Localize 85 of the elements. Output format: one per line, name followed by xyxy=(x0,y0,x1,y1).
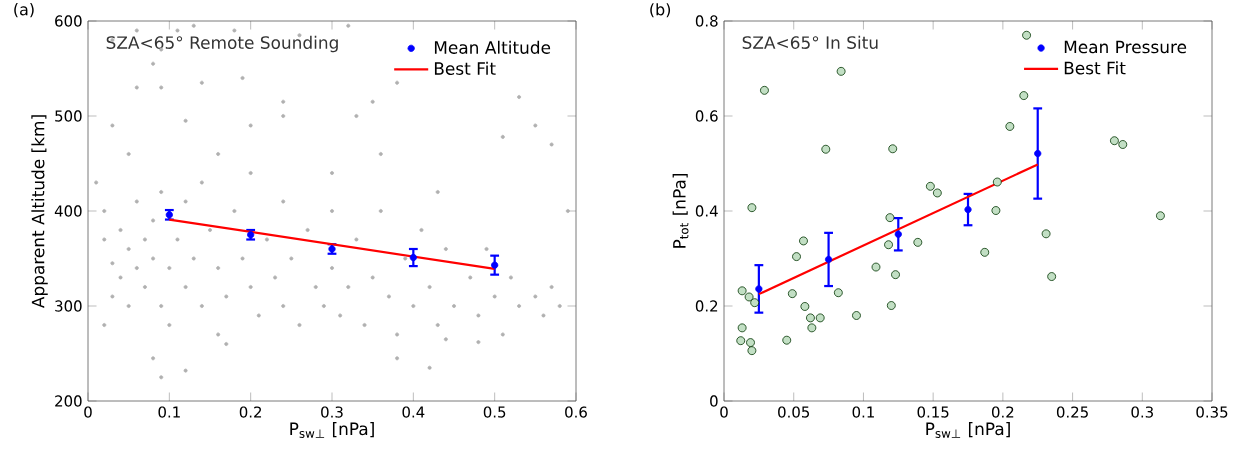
legend-label: Best Fit xyxy=(434,61,496,75)
point xyxy=(1034,149,1042,158)
point xyxy=(491,261,499,269)
point xyxy=(833,288,843,298)
x-tick-label: 0.1 xyxy=(158,406,180,418)
point xyxy=(913,237,923,247)
point xyxy=(824,255,833,264)
x-tick-label: 0.35 xyxy=(1196,406,1228,418)
point xyxy=(1005,122,1015,131)
point xyxy=(737,323,747,333)
point xyxy=(852,311,861,320)
point xyxy=(747,346,757,356)
y-tick-label: 0.2 xyxy=(695,300,718,312)
point xyxy=(736,336,746,346)
x-tick-label: 0.25 xyxy=(1056,406,1088,418)
chart-title: (b) xyxy=(650,3,671,18)
point xyxy=(925,181,935,191)
point xyxy=(1019,91,1029,100)
point xyxy=(991,206,1001,215)
point xyxy=(932,188,942,198)
point xyxy=(992,177,1002,187)
point xyxy=(964,205,972,214)
point xyxy=(800,302,810,311)
x-tick-label: 0.15 xyxy=(917,406,949,418)
point xyxy=(782,335,792,345)
point xyxy=(894,230,902,238)
x-tick-label: 0.05 xyxy=(778,406,810,418)
point xyxy=(760,85,769,95)
point xyxy=(806,313,815,323)
point xyxy=(747,203,757,213)
y-tick-label: 400 xyxy=(54,205,82,217)
point xyxy=(980,247,990,257)
y-tick-label: 500 xyxy=(55,110,82,122)
point xyxy=(1118,140,1128,149)
point xyxy=(409,253,417,262)
point xyxy=(799,236,808,246)
x-tick-label: 0.3 xyxy=(321,406,343,418)
annotation: SZA<65° Remote Sounding xyxy=(106,35,338,53)
point xyxy=(807,323,817,333)
point xyxy=(1156,211,1165,221)
point xyxy=(750,298,760,308)
point xyxy=(1047,272,1057,281)
point xyxy=(1110,136,1119,146)
y-tick-label: 0.6 xyxy=(695,110,718,122)
point xyxy=(815,313,825,323)
legend-label: Mean Altitude xyxy=(434,40,551,54)
point xyxy=(746,338,755,347)
point xyxy=(792,252,801,261)
point xyxy=(1022,30,1031,40)
y-tick-label: 200 xyxy=(55,395,82,407)
point xyxy=(821,144,831,154)
point xyxy=(737,286,747,296)
x-tick-label: 0 xyxy=(720,406,728,418)
point xyxy=(891,270,900,280)
y-tick-label: 0.8 xyxy=(695,15,718,27)
x-tick-label: 0.6 xyxy=(565,406,587,418)
y-tick-label: 0 xyxy=(710,395,718,407)
point xyxy=(884,240,893,250)
point xyxy=(787,289,797,299)
x-tick-label: 0.1 xyxy=(852,406,874,418)
point xyxy=(755,285,763,293)
point xyxy=(744,292,754,302)
x-tick-label: 0.4 xyxy=(402,406,425,418)
point xyxy=(1041,229,1051,239)
x-tick-label: 0.5 xyxy=(483,406,506,418)
x-tick-label: 0.2 xyxy=(239,406,262,418)
annotation: SZA<65° In Situ xyxy=(742,35,878,49)
y-axis-title: P$_{tot}$ [nPa] xyxy=(672,173,689,248)
legend-label: Mean Pressure xyxy=(1064,40,1187,54)
x-tick-label: 0 xyxy=(84,406,92,418)
y-tick-label: 300 xyxy=(55,300,82,312)
legend-label: Best Fit xyxy=(1064,61,1126,75)
point xyxy=(836,66,846,76)
point xyxy=(871,262,881,272)
x-axis-title: P$_{sw⊥}$ [nPa] xyxy=(926,422,1010,438)
chart-title: (a) xyxy=(14,3,34,18)
y-tick-label: 0.4 xyxy=(695,205,718,217)
x-tick-label: 0.2 xyxy=(991,406,1014,418)
x-tick-label: 0.3 xyxy=(1131,406,1153,418)
y-axis-title: Apparent Altitude [km] xyxy=(31,115,48,309)
x-axis-title: P$_{sw⊥}$ [nPa] xyxy=(290,422,374,438)
point xyxy=(888,144,898,154)
y-tick-label: 600 xyxy=(55,15,82,27)
point xyxy=(885,213,895,223)
point xyxy=(886,301,896,310)
